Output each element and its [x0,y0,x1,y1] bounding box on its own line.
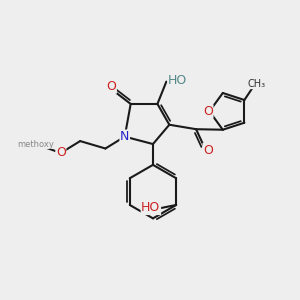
Text: O: O [106,80,116,93]
Text: HO: HO [168,74,187,87]
Text: O: O [203,105,213,118]
Text: O: O [56,146,66,160]
Text: CH₃: CH₃ [247,79,265,89]
Text: O: O [203,143,213,157]
Text: N: N [120,130,129,143]
Text: methoxy: methoxy [17,140,54,148]
Text: HO: HO [141,202,160,214]
